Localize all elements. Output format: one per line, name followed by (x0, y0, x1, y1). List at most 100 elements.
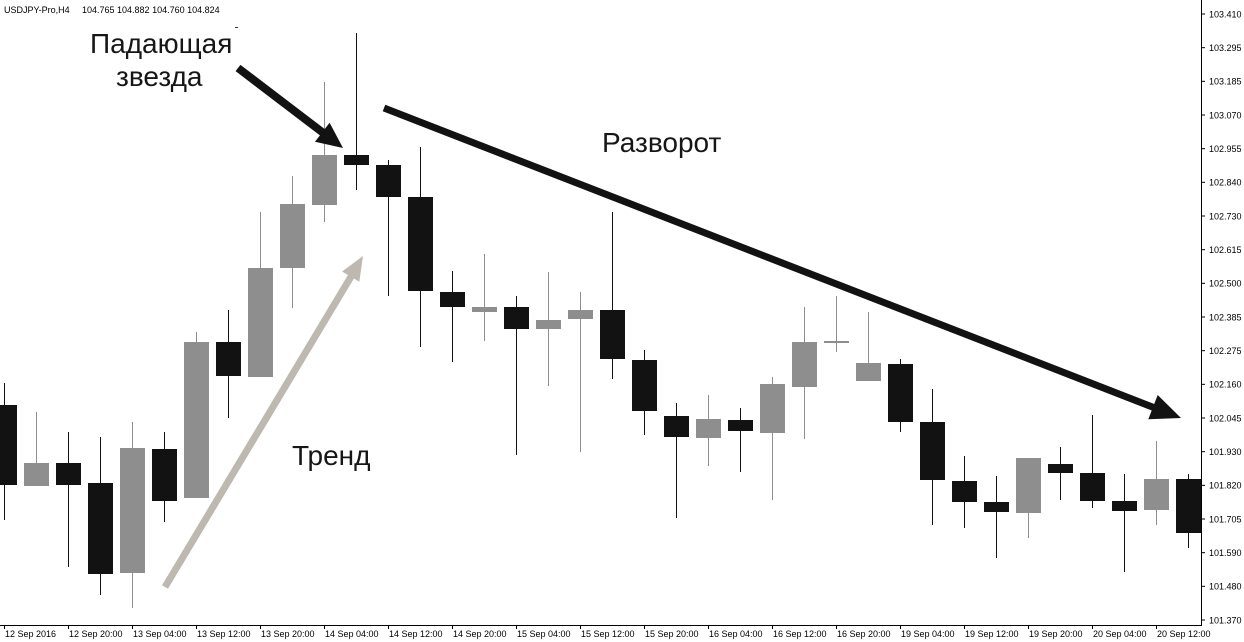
candle-bullish (568, 292, 593, 452)
x-tick-label: 14 Sep 20:00 (453, 629, 507, 639)
x-tick-label: 20 Sep 12:00 (1157, 629, 1211, 639)
y-tick-label: 102.840 (1209, 178, 1242, 188)
candle-body (664, 415, 689, 438)
candle-body (920, 421, 945, 481)
candle-body (120, 448, 145, 574)
x-tick-label: 12 Sep 2016 (5, 629, 56, 639)
candles (0, 33, 1201, 609)
candle-bearish (728, 407, 753, 473)
candle-bearish (440, 270, 465, 362)
candle-bearish (888, 358, 913, 432)
x-tick-label: 13 Sep 20:00 (261, 629, 315, 639)
candle-body (888, 363, 913, 422)
candle-body (1176, 478, 1201, 533)
y-tick-label: 101.820 (1209, 481, 1242, 491)
candle-bearish (376, 159, 401, 296)
candle-bullish (1144, 440, 1169, 525)
candle-bullish (824, 295, 849, 353)
y-tick-label: 102.045 (1209, 413, 1242, 423)
x-tick-label: 15 Sep 20:00 (645, 629, 699, 639)
candle-body (760, 384, 785, 433)
candle-body (184, 341, 209, 498)
shooting-star-label-line2: звезда (116, 61, 203, 92)
shooting-star-arrow (235, 64, 343, 148)
candle-bearish (664, 402, 689, 519)
y-tick-label: 103.185 (1209, 77, 1242, 87)
candle-bearish (984, 475, 1009, 558)
x-tick-label: 12 Sep 20:00 (69, 629, 123, 639)
candle-bearish (152, 431, 177, 522)
candle-bullish (792, 306, 817, 440)
x-tick-label: 19 Sep 04:00 (901, 629, 955, 639)
candle-body (344, 155, 369, 165)
y-tick-label: 102.275 (1209, 346, 1242, 356)
x-tick-label: 19 Sep 20:00 (1029, 629, 1083, 639)
x-tick-label: 14 Sep 04:00 (325, 629, 379, 639)
x-tick-label: 16 Sep 12:00 (773, 629, 827, 639)
candle-body (984, 502, 1009, 512)
x-tick-label: 16 Sep 20:00 (837, 629, 891, 639)
candle-body (0, 404, 17, 485)
candle-body (376, 164, 401, 197)
x-tick-label: 15 Sep 04:00 (517, 629, 571, 639)
x-tick-label: 13 Sep 04:00 (133, 629, 187, 639)
candle-body (1112, 500, 1137, 511)
candle-bullish (248, 211, 273, 378)
candle-bearish (600, 211, 625, 380)
y-tick-label: 102.160 (1209, 380, 1242, 390)
candle-bullish (760, 377, 785, 500)
candle-body (56, 462, 81, 485)
y-tick-label: 103.295 (1209, 43, 1242, 53)
candle-bullish (120, 421, 145, 609)
x-tick-label: 20 Sep 04:00 (1093, 629, 1147, 639)
trend-arrow (161, 256, 363, 589)
y-tick-label: 101.705 (1209, 514, 1242, 524)
candle-body (600, 309, 625, 359)
candle-body (312, 155, 337, 206)
candle-body (952, 480, 977, 503)
candle-bearish (1176, 473, 1201, 549)
x-tick-label: 14 Sep 12:00 (389, 629, 443, 639)
y-tick-label: 102.500 (1209, 279, 1242, 289)
chart-title: USDJPY-Pro,H4 (4, 5, 70, 15)
candle-bearish (344, 33, 369, 190)
reversal-arrow (382, 104, 1181, 420)
y-tick-label: 101.590 (1209, 548, 1242, 558)
candle-bullish (312, 82, 337, 222)
candle-bearish (1048, 447, 1073, 500)
candle-bullish (536, 271, 561, 386)
candle-body (280, 204, 305, 268)
candle-bearish (1080, 415, 1105, 509)
x-tick-label: 19 Sep 12:00 (965, 629, 1019, 639)
candle-bullish (696, 395, 721, 467)
candle-bullish (1016, 458, 1041, 539)
candle-bearish (408, 147, 433, 348)
candle-bearish (0, 382, 17, 520)
candle-body (408, 196, 433, 291)
y-axis: 103.410 103.295 103.185 103.070 102.955 102.8… (1201, 9, 1242, 625)
y-tick-label: 101.480 (1209, 582, 1242, 592)
x-tick-label: 15 Sep 12:00 (581, 629, 635, 639)
candle-body (536, 319, 561, 329)
y-tick-label: 102.615 (1209, 245, 1242, 255)
candle-bullish (856, 311, 881, 381)
candle-body (1144, 478, 1169, 511)
candle-bearish (216, 309, 241, 418)
candle-body (152, 448, 177, 501)
candle-bearish (1112, 473, 1137, 572)
candle-body (472, 306, 497, 312)
x-tick-label: 13 Sep 12:00 (197, 629, 251, 639)
candle-bullish (24, 412, 49, 487)
candle-body (88, 483, 113, 574)
candle-body (24, 462, 49, 487)
candle-body (824, 341, 849, 344)
shooting-star-label-line1: Падающая (90, 28, 232, 59)
candle-body (728, 420, 753, 432)
candle-bullish (280, 175, 305, 309)
candle-body (1080, 472, 1105, 501)
x-tick-label: 16 Sep 04:00 (709, 629, 763, 639)
candle-body (632, 360, 657, 411)
candle-body (792, 341, 817, 388)
